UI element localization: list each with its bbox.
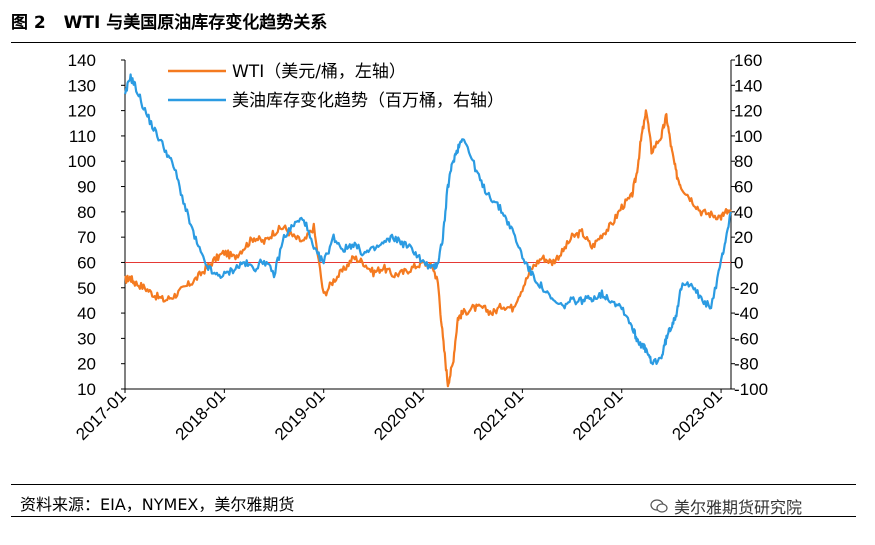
x-tick-label: 2020-01 [370, 386, 428, 444]
right-tick-label: 80 [734, 152, 753, 171]
header-rule [11, 42, 856, 43]
right-tick-label: 160 [734, 51, 762, 70]
footer-rule-bottom [11, 516, 856, 517]
wechat-icon [650, 499, 668, 513]
right-tick-label: 140 [734, 76, 762, 95]
right-tick-label: -40 [734, 304, 759, 323]
legend-wti-label: WTI（美元/桶，左轴） [232, 62, 406, 82]
legend: WTI（美元/桶，左轴） 美油库存变化趋势（百万桶，右轴） [168, 62, 504, 111]
figure-caption: WTI 与美国原油库存变化趋势关系 [63, 13, 328, 33]
left-tick-label: 40 [77, 304, 96, 323]
right-tick-label: 60 [734, 178, 753, 197]
left-tick-label: 120 [68, 102, 96, 121]
left-tick-label: 140 [68, 51, 96, 70]
left-tick-label: 100 [68, 152, 96, 171]
left-tick-label: 10 [77, 380, 96, 399]
x-tick-label: 2021-01 [470, 386, 528, 444]
right-tick-label: 100 [734, 127, 762, 146]
left-tick-label: 110 [69, 127, 96, 146]
chart-canvas: 10 20 30 40 50 60 70 80 90 100 110 120 130 140 -100 -80… [68, 51, 768, 444]
right-tick-label: -60 [734, 329, 759, 348]
left-tick-label: 20 [77, 355, 96, 374]
x-tick-label: 2019-01 [271, 386, 329, 444]
legend-inventory-label: 美油库存变化趋势（百万桶，右轴） [232, 91, 504, 111]
left-tick-label: 60 [77, 253, 96, 272]
right-tick-label: 0 [734, 253, 743, 272]
left-tick-label: 130 [68, 76, 96, 95]
right-tick-label: -100 [734, 380, 768, 399]
right-tick-label: -80 [734, 355, 759, 374]
left-tick-label: 70 [77, 228, 96, 247]
left-tick-label: 90 [77, 178, 96, 197]
right-tick-label: 20 [734, 228, 753, 247]
source-note: 资料来源：EIA，NYMEX，美尔雅期货 [20, 495, 295, 514]
figure-title: 图 2 WTI 与美国原油库存变化趋势关系 [11, 8, 327, 33]
left-tick-label: 80 [77, 203, 96, 222]
right-tick-label: -20 [734, 279, 759, 298]
watermark-text: 美尔雅期货研究院 [674, 498, 803, 517]
figure-label: 图 2 [11, 13, 46, 33]
left-tick-label: 30 [77, 329, 96, 348]
right-tick-label: 40 [734, 203, 753, 222]
right-tick-label: 120 [734, 102, 762, 121]
series-lines [123, 73, 733, 388]
watermark: 美尔雅期货研究院 [650, 494, 802, 518]
wti-series-line [124, 109, 733, 388]
left-tick-label: 50 [77, 279, 96, 298]
inventory-series-line [123, 73, 733, 366]
footer-rule-top [11, 484, 856, 485]
x-tick-label: 2022-01 [569, 386, 627, 444]
x-tick-label: 2018-01 [172, 386, 230, 444]
x-tick-label: 2023-01 [668, 386, 726, 444]
